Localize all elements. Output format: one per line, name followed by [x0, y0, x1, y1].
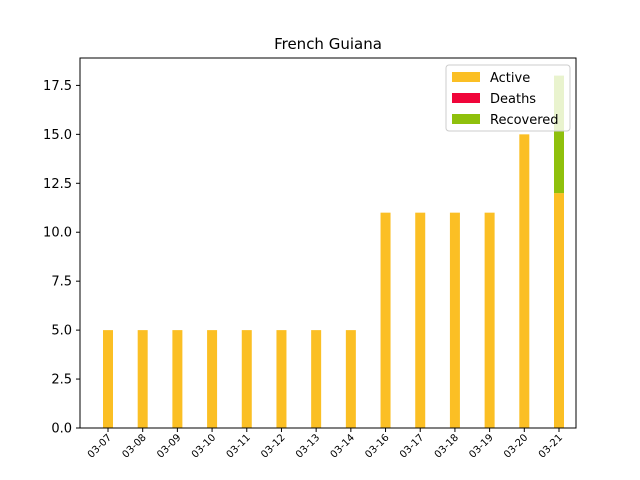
x-tick-label: 03-10 — [190, 432, 218, 460]
bar-active-03-16 — [380, 212, 391, 428]
y-tick-label: 7.5 — [51, 275, 72, 290]
x-tick-label: 03-19 — [467, 432, 495, 460]
x-tick-label: 03-17 — [398, 432, 426, 460]
bar-active-03-13 — [311, 330, 322, 428]
legend-swatch-recovered — [452, 114, 480, 124]
x-axis: 03-07 03-08 03-09 03-10 03-11 03-12 03-13 03-14… — [86, 428, 565, 461]
legend-label-recovered: Recovered — [490, 113, 559, 128]
bar-active-03-21 — [554, 193, 564, 428]
legend-swatch-active — [452, 72, 480, 82]
y-axis: 0.0 2.5 5.0 7.5 10.0 12.5 15.0 17.5 — [43, 79, 80, 437]
x-tick-label: 03-16 — [363, 432, 391, 460]
x-tick-label: 03-12 — [259, 432, 287, 460]
x-tick-label: 03-13 — [294, 432, 322, 460]
y-tick-label: 2.5 — [51, 373, 72, 388]
y-tick-label: 15.0 — [43, 128, 72, 143]
bar-active-03-17 — [415, 212, 426, 428]
x-tick-label: 03-08 — [120, 432, 148, 460]
bar-active-03-09 — [172, 330, 183, 428]
y-tick-label: 0.0 — [51, 422, 72, 437]
y-tick-label: 5.0 — [51, 324, 72, 339]
bar-active-03-18 — [449, 212, 460, 428]
x-tick-label: 03-18 — [433, 432, 461, 460]
legend-swatch-deaths — [452, 93, 480, 103]
bar-active-03-08 — [137, 330, 148, 428]
x-tick-label: 03-09 — [155, 432, 183, 460]
bar-active-03-20 — [519, 134, 530, 428]
x-tick-label: 03-20 — [502, 432, 530, 460]
y-tick-label: 10.0 — [43, 226, 72, 241]
bar-recovered-03-21 — [554, 75, 564, 194]
x-tick-label: 03-11 — [225, 432, 253, 460]
x-tick-label: 03-21 — [537, 432, 565, 460]
chart-title: French Guiana — [274, 35, 382, 53]
bars-group — [103, 75, 564, 428]
bar-active-03-19 — [484, 212, 495, 428]
bar-active-03-10 — [207, 330, 218, 428]
bar-active-03-07 — [103, 330, 113, 428]
legend-label-deaths: Deaths — [490, 92, 536, 107]
plot-frame — [79, 57, 577, 429]
legend-label-active: Active — [490, 71, 530, 86]
y-tick-label: 17.5 — [43, 79, 72, 94]
y-tick-label: 12.5 — [43, 177, 72, 192]
legend: Active Deaths Recovered — [445, 64, 571, 132]
x-tick-label: 03-14 — [329, 432, 357, 460]
bar-active-03-11 — [241, 330, 252, 428]
bar-active-03-12 — [276, 330, 287, 428]
bar-active-03-14 — [345, 330, 356, 428]
x-tick-label: 03-07 — [86, 432, 114, 460]
